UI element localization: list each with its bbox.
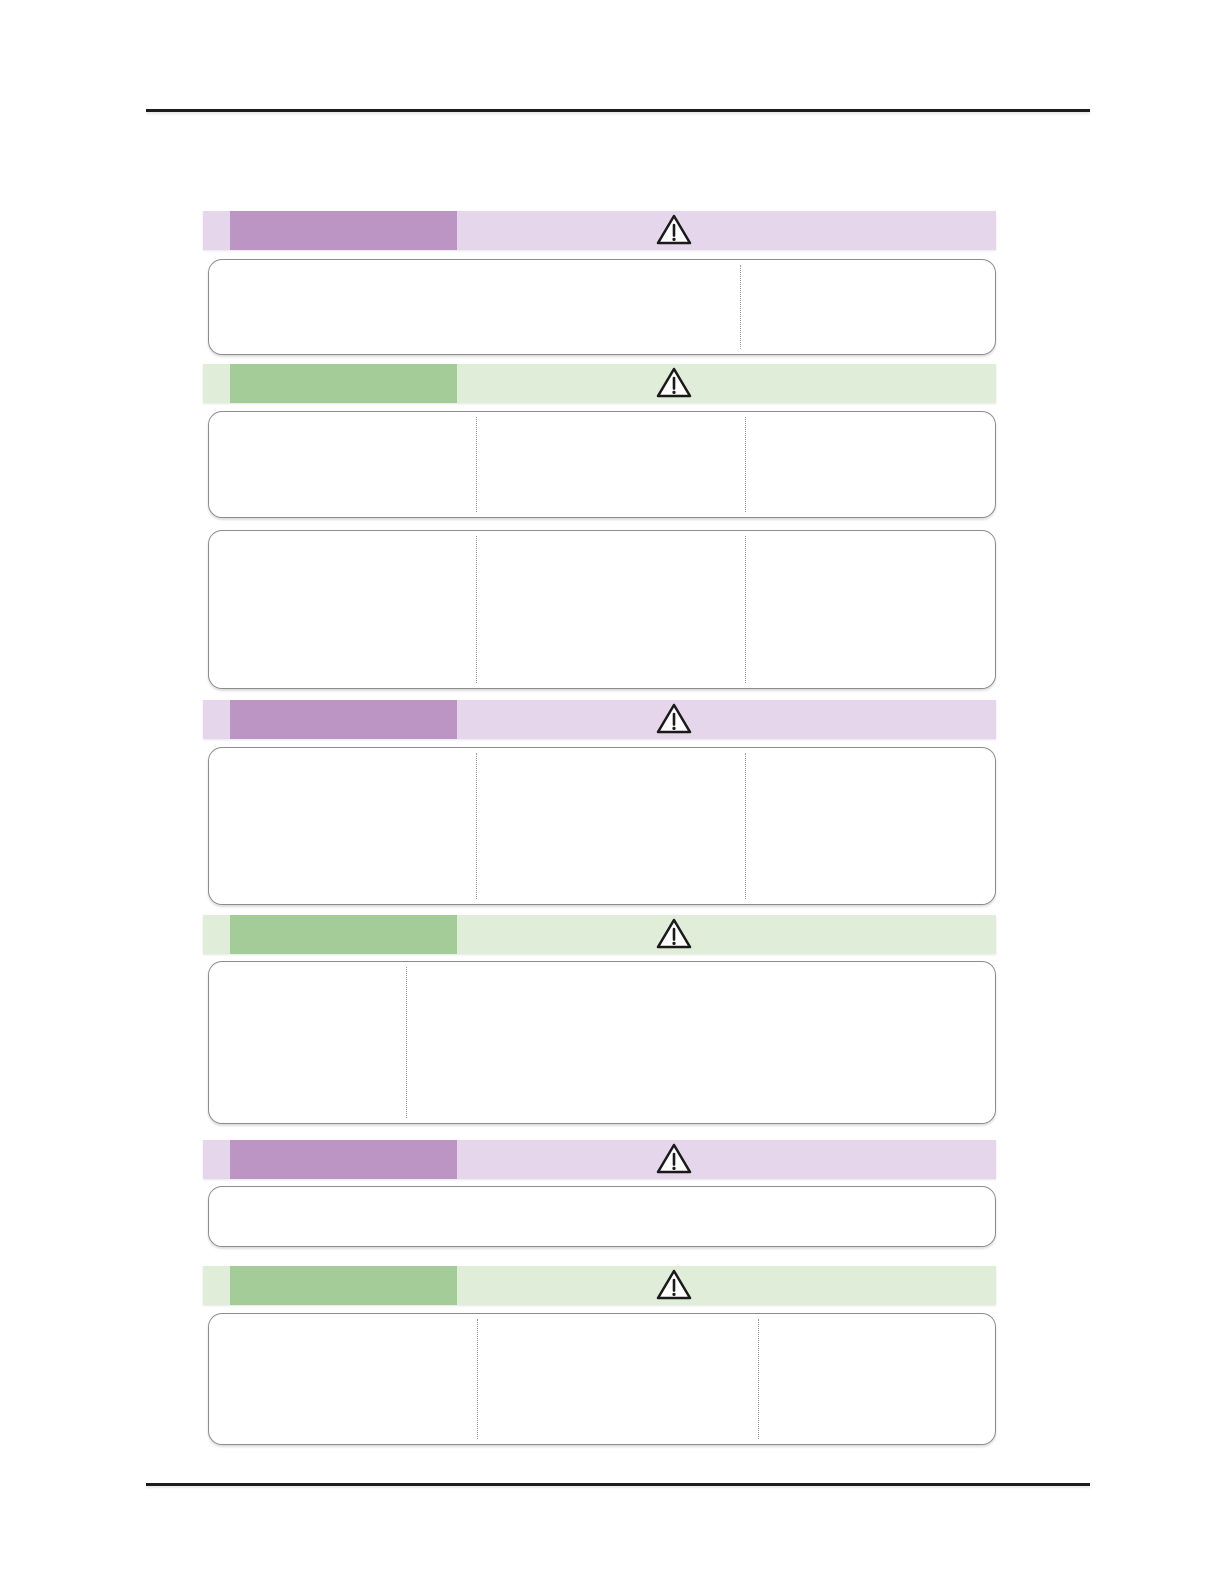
content-box [208, 411, 996, 518]
banner-title-block [230, 915, 457, 954]
footer-rule [146, 1483, 1090, 1486]
content-box [208, 747, 996, 905]
column-divider [745, 753, 746, 899]
content-box [208, 961, 996, 1124]
column-divider [476, 536, 477, 683]
content-box [208, 259, 996, 355]
banner-title-block [230, 1266, 457, 1305]
content-box [208, 1186, 996, 1247]
banner-title-block [230, 1140, 457, 1179]
warning-triangle-icon [655, 213, 693, 247]
content-box [208, 530, 996, 689]
warning-triangle-icon [655, 917, 693, 951]
banner-title-block [230, 700, 457, 739]
column-divider [758, 1319, 759, 1439]
green-warning-banner [203, 915, 996, 954]
purple-warning-banner [203, 700, 996, 739]
column-divider [477, 1319, 478, 1439]
warning-triangle-icon [655, 702, 693, 736]
green-warning-banner [203, 364, 996, 403]
banner-title-block [230, 364, 457, 403]
column-divider [406, 967, 407, 1118]
green-warning-banner [203, 1266, 996, 1305]
header-rule [146, 109, 1090, 112]
warning-triangle-icon [655, 1268, 693, 1302]
column-divider [740, 265, 741, 349]
content-box [208, 1313, 996, 1445]
purple-warning-banner [203, 211, 996, 250]
column-divider [476, 417, 477, 512]
column-divider [745, 417, 746, 512]
banner-title-block [230, 211, 457, 250]
purple-warning-banner [203, 1140, 996, 1179]
warning-triangle-icon [655, 1142, 693, 1176]
column-divider [745, 536, 746, 683]
column-divider [476, 753, 477, 899]
warning-triangle-icon [655, 366, 693, 400]
